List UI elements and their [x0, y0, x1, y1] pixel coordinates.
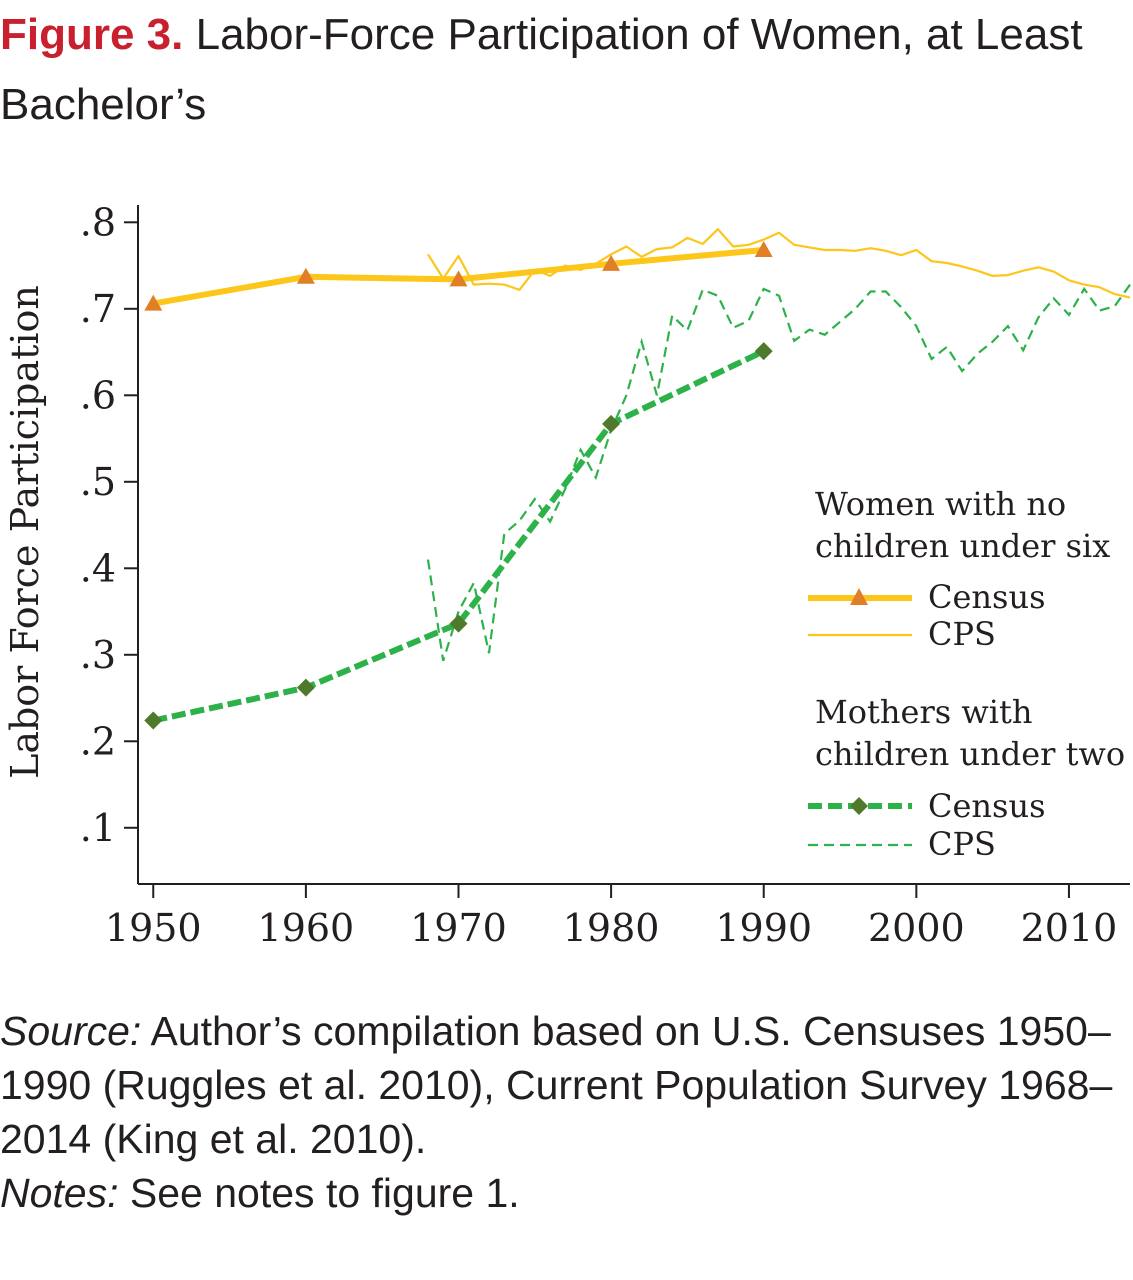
- notes-text: See notes to figure 1.: [129, 1170, 520, 1216]
- marker-diamond-census-mothers: [602, 414, 621, 433]
- marker-triangle-census-no-children: [296, 267, 315, 284]
- x-tick-label: 1950: [105, 906, 202, 950]
- x-tick-label: 2010: [1021, 906, 1118, 950]
- figure-title-text: Labor-Force Participation of Women, at L…: [0, 10, 1083, 129]
- source-label: Source:: [0, 1008, 142, 1054]
- figure-title: Figure 3. Labor-Force Participation of W…: [0, 0, 1133, 140]
- chart-marks: [144, 228, 1131, 730]
- y-tick-label: .8: [80, 200, 116, 244]
- series-line-mothers-census: [152, 348, 765, 724]
- legend-group1-title-line2: children under six: [815, 527, 1110, 565]
- series-line-no-children-cps: [427, 228, 1131, 299]
- x-tick-label: 1980: [563, 906, 660, 950]
- marker-triangle-census-no-children: [449, 270, 468, 287]
- legend: Women with no children under six Census …: [808, 485, 1125, 863]
- x-tick-label: 1990: [715, 906, 812, 950]
- marker-triangle-census-no-children: [144, 294, 163, 311]
- notes-label: Notes:: [0, 1170, 119, 1216]
- y-tick-label: .7: [80, 287, 116, 331]
- source-text: Author’s compilation based on U.S. Censu…: [0, 1008, 1113, 1162]
- figure-label: Figure 3.: [0, 10, 184, 59]
- legend-cps-mothers-label: CPS: [928, 825, 996, 863]
- chart-axes: .1 .2 .3 .4 .5 .6 .7 .8 1950 1960 1970 1980 1990 2000…: [80, 200, 1130, 950]
- y-tick-label: .3: [80, 633, 116, 677]
- marker-diamond-census-mothers: [449, 614, 468, 633]
- y-tick-label: .6: [80, 373, 116, 417]
- legend-cps-no-children-label: CPS: [928, 615, 996, 653]
- legend-census-no-children-marker: [850, 588, 868, 605]
- x-tick-label: 2000: [868, 906, 965, 950]
- y-tick-label: .2: [80, 719, 116, 763]
- legend-census-mothers-marker: [850, 797, 868, 815]
- y-tick-label: .5: [80, 460, 116, 504]
- legend-group1-title: Women with no: [815, 485, 1066, 523]
- legend-group2-title-line2: children under two: [815, 735, 1125, 773]
- marker-triangle-census-no-children: [754, 240, 773, 257]
- legend-group2-title: Mothers with: [815, 693, 1032, 731]
- legend-census-mothers-label: Census: [928, 787, 1045, 825]
- x-tick-label: 1960: [258, 906, 355, 950]
- series-line-mothers-cps: [426, 283, 1131, 662]
- figure-notes: Source: Author’s compilation based on U.…: [0, 1004, 1133, 1220]
- y-tick-label: .4: [80, 546, 116, 590]
- y-axis-label: Labor Force Participation: [3, 285, 47, 779]
- x-tick-label: 1970: [410, 906, 507, 950]
- y-tick-label: .1: [80, 806, 116, 850]
- marker-diamond-census-mothers: [754, 342, 773, 361]
- marker-diamond-census-mothers: [296, 678, 315, 697]
- chart: .1 .2 .3 .4 .5 .6 .7 .8 1950 1960 1970 1980 1990 2000…: [3, 200, 1131, 950]
- legend-census-no-children-label: Census: [928, 578, 1045, 616]
- marker-diamond-census-mothers: [144, 711, 163, 730]
- marker-triangle-census-no-children: [602, 254, 621, 271]
